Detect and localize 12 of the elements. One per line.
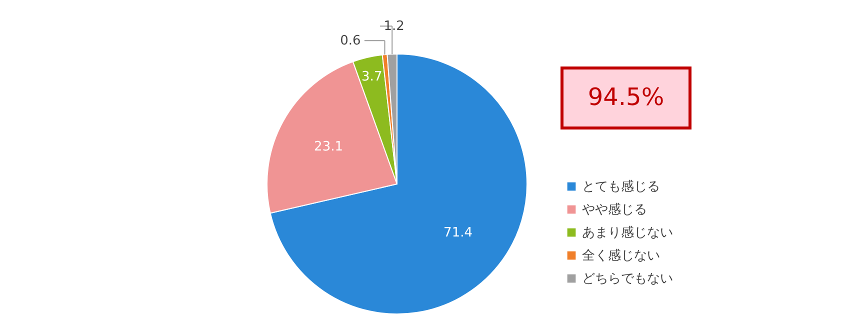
pie-slice [270, 54, 528, 314]
text: 94.5% [588, 83, 664, 111]
data-label: 0.6 [340, 34, 361, 49]
data-label: 3.7 [362, 69, 382, 84]
legend-label: あまり感じない [582, 226, 673, 240]
legend-label: とても感じる [582, 180, 660, 194]
data-label: 71.4 [444, 226, 473, 241]
legend-label: やや感じる [582, 202, 647, 218]
data-label: 1.2 [384, 19, 404, 34]
legend-label: どちらでもない [582, 272, 673, 286]
legend-label: 全く感じない [582, 248, 660, 264]
data-label: 23.1 [314, 140, 344, 155]
